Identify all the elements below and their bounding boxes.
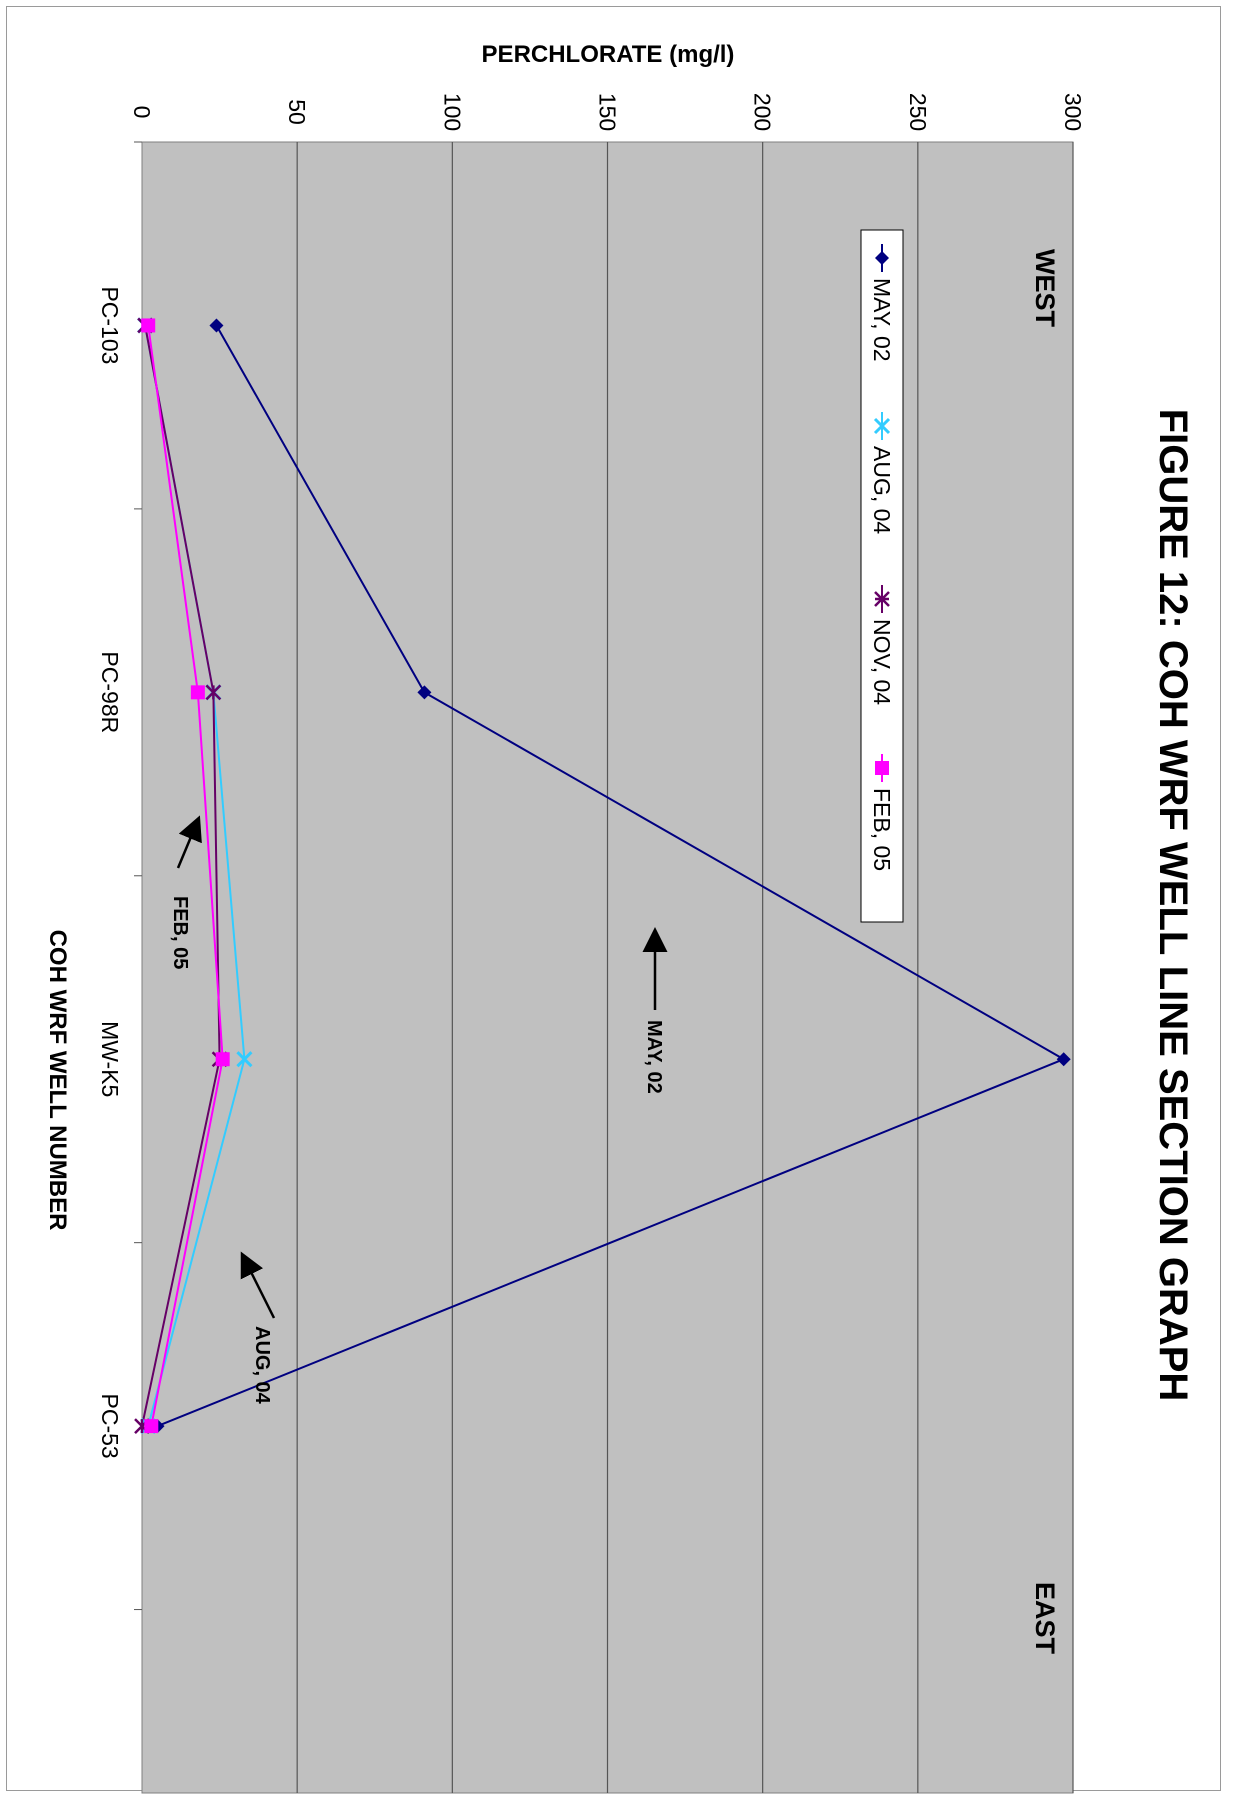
series-lines xyxy=(141,324,1066,1428)
west-label: WEST xyxy=(1030,249,1060,328)
legend-label: FEB, 05 xyxy=(869,788,895,871)
annotation-arrow-feb-05 xyxy=(176,815,202,869)
category-labels: PC-103 PC-98R MW-K5 PC-53 xyxy=(97,286,123,1458)
y-tick-label: 250 xyxy=(905,93,931,131)
y-tick-label: 100 xyxy=(439,93,465,131)
series-line-2 xyxy=(141,325,221,1427)
data-markers xyxy=(134,317,1071,1435)
annotation-may-02: MAY, 02 xyxy=(643,1020,665,1094)
y-axis-title: PERCHLORATE (mg/l) xyxy=(482,41,735,68)
east-label: EAST xyxy=(1030,1582,1060,1655)
annotations: MAY, 02 FEB, 05 AUG, 04 xyxy=(169,815,668,1405)
data-point xyxy=(1056,1052,1071,1067)
legend-label: NOV, 04 xyxy=(869,619,895,705)
legend-swatch-marker xyxy=(873,417,891,435)
annotation-feb-05: FEB, 05 xyxy=(169,896,191,969)
data-point xyxy=(205,684,222,701)
data-point xyxy=(141,318,156,333)
y-tick-labels: 0 50 100 150 200 250 300 xyxy=(129,93,1086,131)
legend-swatch-marker xyxy=(875,761,889,775)
y-tick-label: 150 xyxy=(595,93,621,131)
category-label: PC-98R xyxy=(97,651,123,733)
data-point xyxy=(190,685,205,700)
x-axis-title: COH WRF WELL NUMBER xyxy=(44,930,71,1231)
category-tick-marks xyxy=(134,141,142,1611)
y-tick-label: 200 xyxy=(750,93,776,131)
annotation-aug-04: AUG, 04 xyxy=(251,1326,273,1405)
gridlines xyxy=(296,142,1074,1793)
legend-label: AUG, 04 xyxy=(869,446,895,534)
chart-title: FIGURE 12: COH WRF WELL LINE SECTION GRA… xyxy=(1151,409,1195,1402)
annotation-arrow-aug-04 xyxy=(240,1251,276,1319)
y-tick-label: 0 xyxy=(129,106,155,119)
category-label: PC-103 xyxy=(97,286,123,364)
y-tick-label: 300 xyxy=(1060,93,1086,131)
series-line-0 xyxy=(157,324,1066,1428)
data-point xyxy=(236,1051,253,1068)
legend: MAY, 02 AUG, 04 NOV, 04 FEB, 05 xyxy=(860,229,904,923)
data-point xyxy=(417,685,432,700)
legend-box xyxy=(860,229,904,923)
series-line-3 xyxy=(147,325,224,1427)
legend-label: MAY, 02 xyxy=(869,278,895,362)
data-point xyxy=(144,1419,159,1434)
y-tick-label: 50 xyxy=(284,99,310,125)
data-point xyxy=(209,318,224,333)
legend-swatch-marker xyxy=(874,591,890,607)
category-label: MW-K5 xyxy=(97,1021,123,1097)
legend-swatch-marker xyxy=(875,251,889,265)
data-point xyxy=(215,1052,230,1067)
category-label: PC-53 xyxy=(97,1394,123,1459)
